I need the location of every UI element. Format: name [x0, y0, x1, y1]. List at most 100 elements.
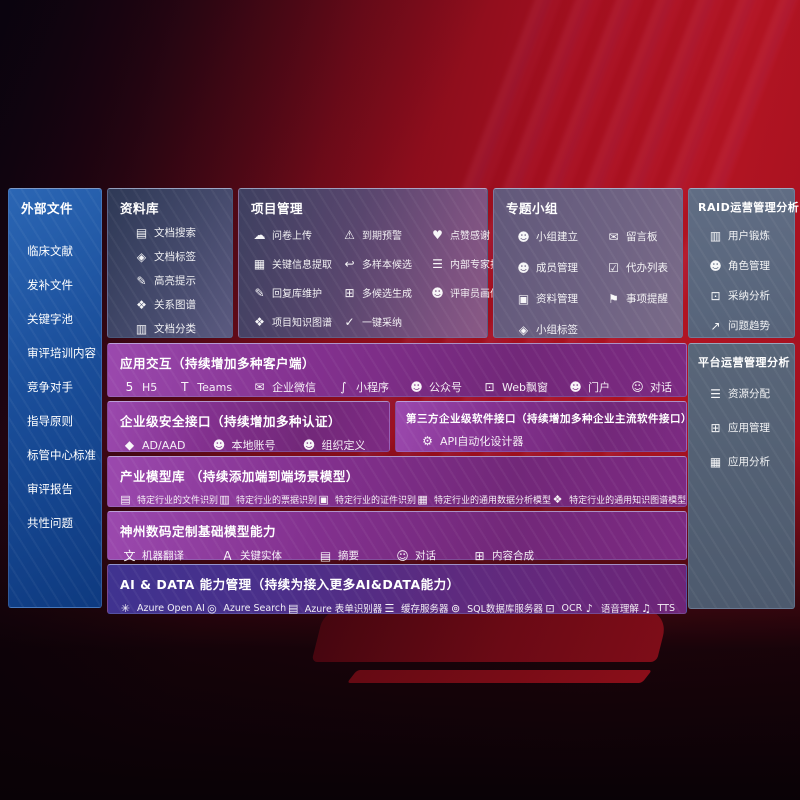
feature-issue-trend: ↗ 问题趋势 — [708, 318, 794, 333]
sidebar-item-competitors: 竞争对手 — [27, 380, 73, 394]
feature-relation-graph: ❖ 关系图谱 — [134, 297, 232, 312]
api-gear-icon: ⚙ — [422, 434, 433, 448]
feature-label: 用户锻炼 — [728, 230, 770, 242]
feature-label: 点赞感谢 — [450, 231, 490, 242]
pen-icon: ✎ — [254, 285, 265, 300]
feature-label: 机器翻译 — [142, 550, 184, 562]
feature-label: TTS — [657, 602, 675, 614]
feature-sql-server: ⊚ SQL数据库服务器 — [449, 601, 543, 616]
feature-app-mgmt: ⊞ 应用管理 — [708, 420, 794, 435]
sidebar-item-guidelines: 指导原则 — [27, 414, 73, 428]
feature-label: 特定行业的文件识别 — [137, 496, 219, 506]
feature-group-create: ☻ 小组建立 — [516, 229, 606, 244]
row-title: 第三方企业级软件接口（持续增加多种企业主流软件接口） — [406, 413, 692, 425]
bell-icon: ⚑ — [608, 291, 619, 306]
client-dialog: ☺ 对话 — [630, 379, 672, 395]
feature-label: 高亮提示 — [154, 275, 196, 287]
feature-label: 角色管理 — [728, 260, 770, 272]
tag-icon: ◈ — [518, 322, 529, 337]
form-recognizer-icon: ▤ — [288, 601, 299, 615]
feature-label: 代办列表 — [626, 262, 668, 274]
feature-summary: ▤ 摘要 — [318, 548, 359, 563]
azure-openai-icon: ✳ — [120, 601, 131, 615]
client-official-account: ☻ 公众号 — [409, 379, 462, 395]
feature-label: 资料管理 — [536, 293, 578, 305]
content-synth-icon: ⊞ — [474, 548, 485, 563]
feature-label: 摘要 — [338, 550, 359, 562]
cloud-upload-icon: ☁ — [253, 227, 266, 242]
client-portal: ☻ 门户 — [568, 379, 610, 395]
industry-models-row: 产业模型库 （持续添加端到端场景模型） ▤ 特定行业的文件识别 ▥ 特定行业的票据识… — [107, 456, 687, 507]
feature-label: 内部专家排名 — [450, 260, 510, 271]
h5-icon: 5 — [125, 380, 134, 394]
thirdparty-interface-row: 第三方企业级软件接口（持续增加多种企业主流软件接口） ⚙ API自动化设计器 — [395, 401, 692, 452]
feature-doc-tags: ◈ 文档标签 — [134, 249, 232, 264]
feature-label: 文档标签 — [154, 251, 196, 263]
feature-role-mgmt: ☻ 角色管理 — [708, 258, 794, 273]
thumbs-up-icon: ♥ — [432, 227, 443, 242]
feature-due-warning: ⚠ 到期预警 — [342, 227, 430, 243]
tts-icon: ♫ — [641, 601, 651, 615]
feature-tts: ♫ TTS — [640, 603, 675, 614]
feature-data-mgmt: ▣ 资料管理 — [516, 291, 606, 306]
feature-user-training: ▥ 用户锻炼 — [708, 228, 794, 243]
file-recog-icon: ▤ — [120, 493, 131, 506]
feature-invoice-recognition: ▥ 特定行业的票据识别 — [218, 493, 317, 506]
feature-label: 小组建立 — [536, 231, 578, 243]
summary-doc-icon: ▤ — [319, 548, 332, 563]
feature-doc-classify: ▥ 文档分类 — [134, 321, 232, 336]
portal-person-icon: ☻ — [569, 380, 582, 394]
miniprogram-icon: ∫ — [340, 380, 347, 394]
ai-data-row: AI & DATA 能力管理（持续为接入更多AI&DATA能力） ✳ Azure … — [107, 564, 687, 616]
ad-diamond-icon: ◆ — [124, 438, 135, 452]
feature-label: 资源分配 — [728, 388, 770, 400]
data-library-panel: 资料库 ▤ 文档搜索 ◈ 文档标签 ✎ 高亮提示 ❖ 关系图谱 ▥ 文档分类 — [107, 188, 233, 338]
highlight-pen-icon: ✎ — [136, 273, 147, 288]
feature-highlight: ✎ 高亮提示 — [134, 273, 232, 288]
feature-cache-server: ☰ 缓存服务器 — [383, 601, 449, 616]
feature-one-click-adopt: ✓ 一键采纳 — [342, 314, 430, 330]
feature-member-mgmt: ☻ 成员管理 — [516, 260, 606, 275]
feature-label: API自动化设计器 — [440, 435, 524, 448]
feature-project-kg: ❖ 项目知识图谱 — [252, 314, 342, 330]
raid-operations-panel: RAID运营管理分析 ▥ 用户锻炼 ☻ 角色管理 ⊡ 采纳分析 ↗ 问题趋势 — [688, 188, 799, 338]
feature-label: 公众号 — [429, 381, 463, 394]
feature-message-board: ✉ 留言板 — [606, 229, 682, 244]
topic-groups-panel: 专题小组 ☻ 小组建立 ✉ 留言板 ☻ 成员管理 ☑ 代办列表 ▣ 资料管理 ⚑ 事项提醒 … — [493, 188, 683, 338]
feature-speech-understanding: ♪ 语音理解 — [583, 601, 639, 616]
chat-bubble-icon: ☺ — [396, 548, 409, 563]
panel-title: 资料库 — [120, 201, 160, 216]
feature-form-recognizer: ▤ Azure 表单识别器 — [287, 601, 382, 616]
feature-label: 缓存服务器 — [400, 604, 449, 615]
sidebar-item-supplement-files: 发补文件 — [27, 278, 73, 292]
security-interface-row: 企业级安全接口（持续增加多种认证） ◆ AD/AAD ☻ 本地账号 ☻ 组织定义 — [107, 401, 390, 452]
local-account-icon: ☻ — [212, 438, 226, 452]
knowledge-graph-icon: ❖ — [254, 314, 265, 329]
feature-label: 对话 — [415, 550, 436, 562]
platform-operations-panel: 平台运营管理分析 ☰ 资源分配 ⊞ 应用管理 ▦ 应用分析 — [688, 343, 795, 609]
todo-clipboard-icon: ☑ — [608, 260, 619, 275]
feature-multi-sample: ↩ 多样本候选 — [342, 256, 430, 272]
feature-label: 关系图谱 — [154, 299, 196, 311]
group-people-icon: ☻ — [517, 229, 530, 244]
sidebar-item-clinical-literature: 临床文献 — [27, 244, 73, 258]
feature-ocr: ⊡ OCR — [544, 603, 582, 614]
adopt-check-icon: ✓ — [344, 314, 355, 329]
feature-kg-model: ❖ 特定行业的通用知识图谱模型 — [551, 493, 686, 506]
feature-label: 企业微信 — [272, 381, 317, 394]
feature-label: 本地账号 — [231, 439, 276, 452]
feature-label: 小程序 — [356, 381, 390, 394]
feature-label: 事项提醒 — [626, 293, 668, 305]
feature-label: 特定行业的证件识别 — [335, 496, 417, 506]
row-title: 应用交互（持续增加多种客户端） — [120, 356, 316, 371]
feature-adoption-analysis: ⊡ 采纳分析 — [708, 288, 794, 303]
teams-icon: T — [181, 380, 189, 394]
feature-azure-openai: ✳ Azure Open AI — [119, 603, 205, 614]
feature-reviewer-profile: ☻ 评审员画像 — [430, 285, 510, 301]
sidebar-item-common-issues: 共性问题 — [27, 516, 73, 530]
feature-dialog: ☺ 对话 — [395, 548, 436, 563]
doc-search-icon: ▤ — [135, 225, 148, 240]
official-account-icon: ☻ — [410, 380, 423, 394]
feature-resource-alloc: ☰ 资源分配 — [708, 386, 794, 401]
project-management-panel: 项目管理 ☁ 问卷上传 ⚠ 到期预警 ♥ 点赞感谢 ▦ 关键信息提取 ↩ 多样本候选 ☰ 内… — [238, 188, 510, 338]
